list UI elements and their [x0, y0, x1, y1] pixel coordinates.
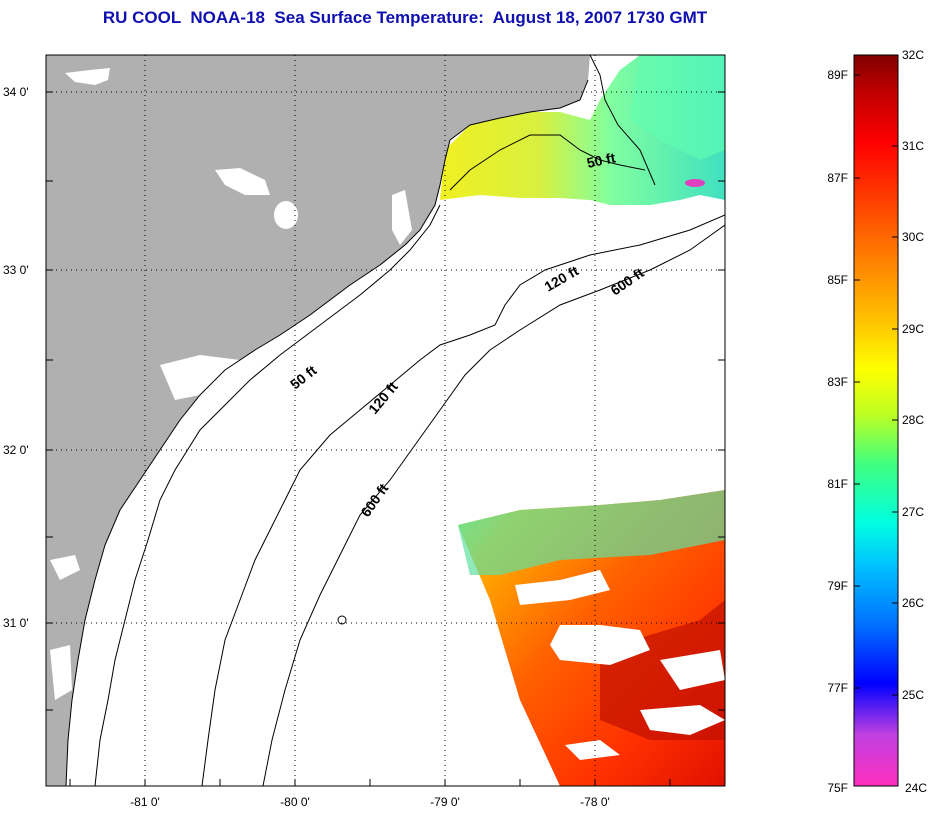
celsius-label: 31C	[902, 139, 924, 153]
inland-water	[274, 201, 298, 229]
sst-magenta-spot	[685, 179, 705, 187]
lat-label: 32 0'	[3, 443, 29, 457]
inland-water	[392, 190, 412, 245]
depth-feature	[337, 615, 347, 625]
land-mass	[46, 55, 590, 786]
graticule	[46, 55, 725, 786]
celsius-label: 26C	[902, 596, 924, 610]
fahrenheit-label: 77F	[827, 681, 848, 695]
coastline-north	[589, 55, 656, 186]
inland-water	[160, 355, 240, 400]
depth-contour-50ft-north	[449, 134, 646, 191]
depth-contour-120ft	[201, 214, 725, 786]
coastline	[65, 79, 589, 786]
temperature-colorbar	[853, 54, 899, 787]
depth-label-50ft-north: 50 ft	[585, 149, 617, 171]
sst-cool-band	[458, 490, 725, 575]
fahrenheit-scale: 89F 87F 85F 83F 81F 79F 77F 75F	[827, 68, 860, 795]
inland-water	[215, 168, 270, 195]
map-frame	[45, 54, 726, 787]
inland-water	[50, 555, 80, 580]
inland-water	[50, 645, 72, 700]
fahrenheit-label: 83F	[827, 375, 848, 389]
fahrenheit-label: 79F	[827, 579, 848, 593]
celsius-label: 29C	[902, 322, 924, 336]
lon-label: -80 0'	[280, 795, 310, 809]
lat-label: 34 0'	[3, 85, 29, 99]
depth-contour-50ft	[94, 204, 441, 786]
celsius-label: 24C	[905, 781, 927, 795]
depth-contour-600ft	[262, 224, 725, 786]
fahrenheit-label: 85F	[827, 273, 848, 287]
cloud-patch	[565, 740, 620, 760]
celsius-label: 28C	[902, 413, 924, 427]
fahrenheit-label: 89F	[827, 68, 848, 82]
axis-ticks	[46, 91, 725, 786]
lon-label: -79 0'	[430, 795, 460, 809]
sst-warm-core	[600, 600, 725, 740]
lon-label: -78 0'	[580, 795, 610, 809]
fahrenheit-label: 81F	[827, 477, 848, 491]
celsius-label: 30C	[902, 230, 924, 244]
lon-label: -81 0'	[130, 795, 160, 809]
cloud-patch	[550, 625, 650, 665]
inland-water	[65, 68, 110, 85]
celsius-label: 32C	[902, 48, 924, 62]
sst-cool-region	[630, 55, 725, 160]
map-title: RU COOL NOAA-18 Sea Surface Temperature:…	[102, 8, 708, 27]
cloud-patch	[515, 570, 610, 605]
fahrenheit-label: 87F	[827, 171, 848, 185]
cloud-patch	[660, 650, 725, 690]
lat-label: 33 0'	[3, 263, 29, 277]
celsius-label: 25C	[902, 688, 924, 702]
cloud-patch	[640, 705, 725, 735]
fahrenheit-label: 75F	[827, 781, 848, 795]
celsius-label: 27C	[902, 505, 924, 519]
celsius-scale: 32C 31C 30C 29C 28C 27C 26C 25C 24C	[892, 48, 927, 795]
lat-label: 31 0'	[3, 616, 29, 630]
